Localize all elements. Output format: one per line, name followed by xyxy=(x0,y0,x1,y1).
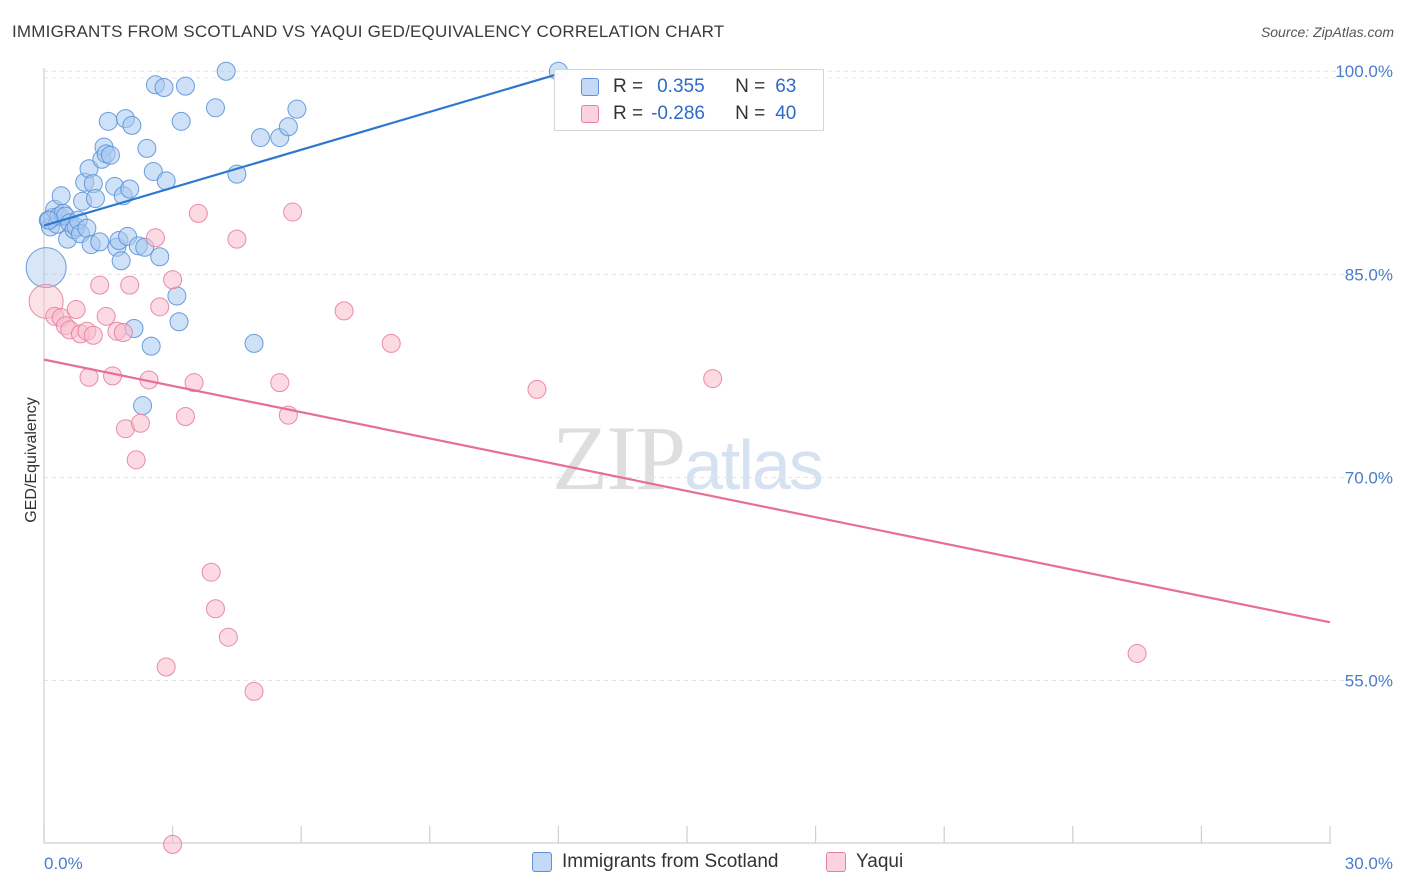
yaqui-point xyxy=(205,599,225,619)
trend-line-yaqui xyxy=(43,358,1331,624)
yaqui-point xyxy=(703,369,723,389)
yaqui-point xyxy=(184,373,204,393)
watermark-zip: ZIP xyxy=(552,407,686,509)
y-tick-label: 100.0% xyxy=(1335,62,1393,81)
n-label: N = xyxy=(735,76,766,97)
yaqui-point xyxy=(283,202,303,222)
scotland-point xyxy=(120,179,140,199)
legend-swatch-pink xyxy=(826,852,846,872)
legend-swatch-pink xyxy=(581,105,599,123)
r-value: -0.286 xyxy=(651,103,705,124)
correlation-legend: R = 0.355 N = 63 R = -0.286 N = 40 xyxy=(554,69,824,131)
yaqui-point xyxy=(188,203,208,223)
legend-row-yaqui: R = -0.286 N = 40 xyxy=(555,101,796,127)
yaqui-point xyxy=(156,657,176,677)
scotland-point xyxy=(98,111,118,131)
scotland-point xyxy=(90,232,110,252)
tick-labels: 55.0% 70.0% 85.0% 100.0% 0.0% 30.0% xyxy=(44,62,1393,873)
scotland-point xyxy=(133,396,153,416)
scotland-point xyxy=(175,76,195,96)
y-axis-label: GED/Equivalency xyxy=(23,397,40,522)
watermark-atlas: atlas xyxy=(684,426,824,504)
yaqui-point xyxy=(175,407,195,427)
legend-item-scotland: Immigrants from Scotland xyxy=(532,851,778,873)
yaqui-point xyxy=(1127,643,1147,663)
yaqui-point xyxy=(96,306,116,326)
scotland-point xyxy=(100,145,120,165)
gridlines xyxy=(44,70,1350,682)
y-tick-label: 55.0% xyxy=(1345,672,1393,691)
scotland-point xyxy=(51,186,71,206)
legend-label: Immigrants from Scotland xyxy=(562,851,779,872)
scotland-point xyxy=(143,161,163,181)
yaqui-point xyxy=(163,270,183,290)
y-tick-label: 70.0% xyxy=(1345,468,1393,487)
series-yaqui xyxy=(28,202,1147,854)
scotland-point xyxy=(205,98,225,118)
scotland-point xyxy=(216,61,236,81)
scotland-point xyxy=(250,128,270,148)
yaqui-point xyxy=(120,275,140,295)
legend-row-scotland: R = 0.355 N = 63 xyxy=(555,74,796,100)
legend-item-yaqui: Yaqui xyxy=(826,851,903,873)
series-legend: Immigrants from Scotland Yaqui xyxy=(0,851,1406,879)
yaqui-point xyxy=(145,228,165,248)
scotland-point xyxy=(137,138,157,158)
yaqui-point xyxy=(218,627,238,647)
yaqui-point xyxy=(244,681,264,701)
yaqui-point xyxy=(163,834,183,854)
series-immigrants-from-scotland xyxy=(25,61,568,416)
yaqui-point xyxy=(90,275,110,295)
source-label: Source: ZipAtlas.com xyxy=(1260,24,1394,40)
yaqui-point xyxy=(130,413,150,433)
chart-title: IMMIGRANTS FROM SCOTLAND VS YAQUI GED/EQ… xyxy=(12,22,725,41)
scotland-point xyxy=(141,336,161,356)
yaqui-point xyxy=(66,300,86,320)
axes xyxy=(43,68,1331,844)
scotland-point xyxy=(244,333,264,353)
x-tick-label: 0.0% xyxy=(44,854,83,873)
scotland-point xyxy=(77,218,97,238)
scotland-point xyxy=(25,247,67,289)
legend-swatch-blue xyxy=(581,78,599,96)
n-label: N = xyxy=(735,103,766,124)
scotland-point xyxy=(85,189,105,209)
watermark: ZIPatlas xyxy=(552,405,824,511)
trend-line-scotland xyxy=(43,72,559,227)
yaqui-point xyxy=(334,301,354,321)
y-tick-label: 85.0% xyxy=(1345,265,1393,284)
scotland-point xyxy=(169,312,189,332)
yaqui-point xyxy=(270,373,290,393)
yaqui-point xyxy=(126,450,146,470)
yaqui-point xyxy=(150,297,170,317)
yaqui-point xyxy=(227,229,247,249)
scotland-point xyxy=(150,247,170,267)
yaqui-point xyxy=(113,323,133,343)
yaqui-point xyxy=(381,333,401,353)
r-value: 0.355 xyxy=(657,76,705,97)
r-label: R = xyxy=(613,76,644,97)
yaqui-point xyxy=(83,325,103,345)
scotland-point xyxy=(287,99,307,119)
yaqui-point xyxy=(527,379,547,399)
scotland-point xyxy=(154,77,174,97)
scotland-point xyxy=(167,286,187,306)
n-value: 63 xyxy=(775,76,797,97)
scotland-point xyxy=(278,117,298,137)
r-label: R = xyxy=(613,103,644,124)
yaqui-point xyxy=(201,562,221,582)
scotland-point xyxy=(111,251,131,271)
scotland-point xyxy=(122,115,142,135)
scotland-point xyxy=(39,210,59,230)
legend-label: Yaqui xyxy=(856,851,904,872)
trend-lines xyxy=(43,72,1331,624)
scotland-point xyxy=(171,111,191,131)
x-tick-label: 30.0% xyxy=(1345,854,1393,873)
legend-swatch-blue xyxy=(532,852,552,872)
n-value: 40 xyxy=(775,103,797,124)
